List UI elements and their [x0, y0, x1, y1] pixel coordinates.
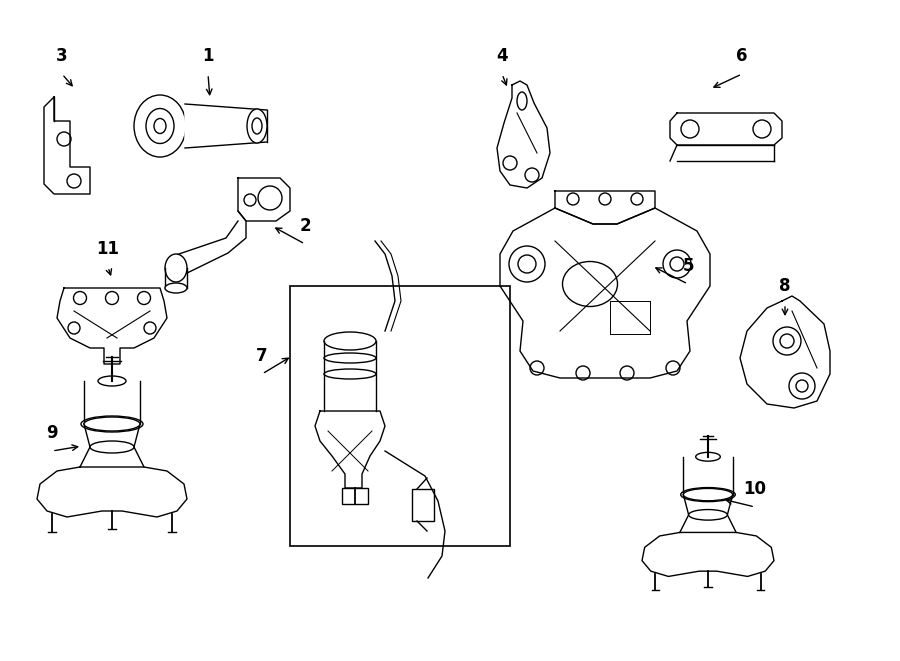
Ellipse shape — [247, 109, 267, 143]
Text: 6: 6 — [736, 47, 748, 65]
Polygon shape — [555, 191, 655, 224]
Ellipse shape — [165, 283, 187, 293]
Polygon shape — [185, 104, 267, 148]
Polygon shape — [497, 81, 550, 188]
Text: 10: 10 — [743, 480, 767, 498]
Polygon shape — [315, 411, 385, 488]
Polygon shape — [642, 533, 774, 576]
Bar — [342, 488, 368, 504]
Ellipse shape — [324, 332, 376, 350]
Ellipse shape — [324, 369, 376, 379]
Text: 11: 11 — [96, 240, 120, 258]
Ellipse shape — [134, 95, 186, 157]
Ellipse shape — [683, 488, 733, 501]
Ellipse shape — [688, 510, 727, 520]
Polygon shape — [670, 113, 782, 145]
Ellipse shape — [146, 108, 174, 143]
Ellipse shape — [154, 118, 166, 134]
Ellipse shape — [84, 417, 140, 431]
Ellipse shape — [90, 441, 134, 453]
Text: 4: 4 — [496, 47, 508, 65]
Polygon shape — [57, 288, 167, 364]
Ellipse shape — [252, 118, 262, 134]
Polygon shape — [740, 296, 830, 408]
Text: 3: 3 — [56, 47, 68, 65]
Polygon shape — [500, 208, 710, 378]
Bar — [412, 489, 434, 521]
Text: 8: 8 — [779, 277, 791, 295]
Ellipse shape — [324, 353, 376, 363]
Text: 2: 2 — [299, 217, 310, 235]
Polygon shape — [37, 467, 187, 517]
Ellipse shape — [696, 452, 720, 461]
Ellipse shape — [165, 254, 187, 282]
Text: 7: 7 — [256, 347, 268, 365]
Text: 9: 9 — [46, 424, 58, 442]
Bar — [290, 286, 510, 546]
Polygon shape — [238, 178, 290, 221]
Polygon shape — [170, 211, 246, 275]
Polygon shape — [44, 97, 90, 194]
Text: 1: 1 — [202, 47, 214, 65]
Ellipse shape — [98, 376, 126, 386]
Text: 5: 5 — [682, 257, 694, 275]
